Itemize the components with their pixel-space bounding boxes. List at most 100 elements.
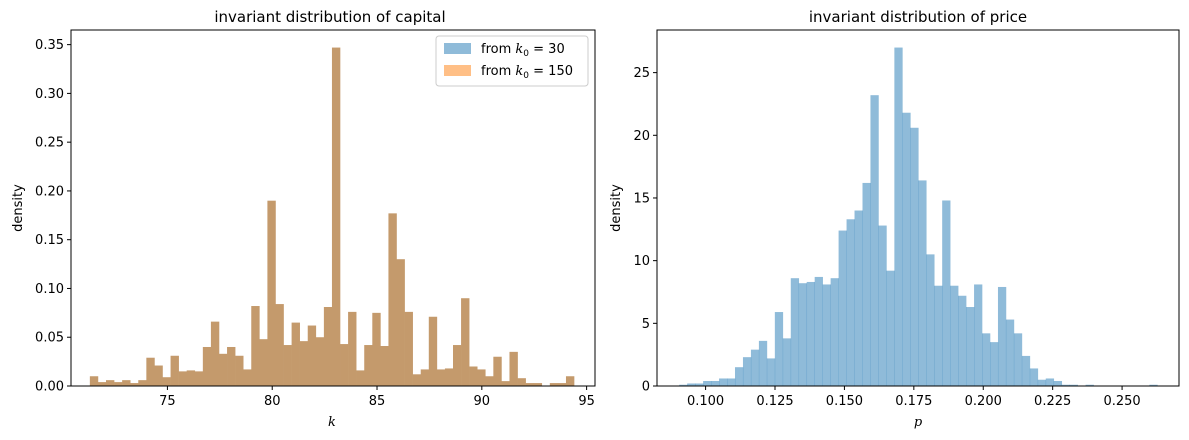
- capital-bar: [364, 345, 373, 386]
- price-bar: [878, 225, 887, 386]
- price-x-tick-label: 0.125: [756, 394, 793, 409]
- price-bar: [703, 380, 712, 386]
- price-y-tick-label: 15: [633, 191, 650, 206]
- capital-bar: [106, 380, 115, 386]
- legend-2-suffix: = 150: [529, 64, 573, 79]
- capital-bar: [420, 369, 430, 386]
- price-bar: [742, 357, 752, 386]
- capital-x-tick-label: 85: [369, 394, 386, 409]
- capital-bar: [565, 376, 575, 386]
- price-bar: [711, 380, 720, 386]
- capital-plot-title: invariant distribution of capital: [214, 8, 445, 26]
- capital-bar: [549, 383, 559, 386]
- price-bar: [974, 284, 983, 386]
- price-bar: [1029, 368, 1039, 386]
- capital-y-tick-label: 0.05: [35, 331, 64, 346]
- price-bar: [997, 286, 1007, 386]
- capital-y-tick-label: 0.20: [35, 184, 64, 199]
- price-bar: [950, 285, 959, 386]
- legend-label-series-2: from k0 = 150: [481, 64, 573, 81]
- capital-bar: [162, 377, 171, 386]
- price-bar: [942, 200, 951, 386]
- capital-bar: [517, 378, 526, 386]
- capital-bar: [243, 369, 252, 386]
- capital-bar: [267, 200, 276, 386]
- price-y-tick-label: 0: [642, 380, 650, 395]
- price-bar: [806, 281, 815, 386]
- price-x-tick-label: 0.100: [687, 394, 724, 409]
- price-bar: [982, 333, 991, 386]
- price-bar: [838, 230, 847, 386]
- price-plot-title: invariant distribution of price: [809, 8, 1027, 26]
- capital-bar: [170, 355, 179, 386]
- price-bar: [902, 112, 911, 386]
- capital-y-tick-label: 0.35: [35, 38, 64, 53]
- price-bar: [782, 338, 792, 386]
- price-y-tick-label: 25: [633, 66, 650, 81]
- capital-bar: [388, 213, 397, 386]
- capital-y-axis-label: density: [11, 184, 26, 232]
- price-x-tick-label: 0.200: [965, 394, 1002, 409]
- price-bar: [814, 276, 823, 386]
- capital-bar: [461, 298, 470, 386]
- capital-bar: [283, 345, 292, 386]
- capital-y-tick-label: 0.30: [35, 87, 64, 102]
- price-bar: [966, 307, 975, 386]
- capital-bar: [493, 356, 502, 386]
- price-bar: [734, 367, 744, 386]
- capital-bar: [525, 383, 534, 386]
- price-y-axis-label: density: [609, 184, 624, 232]
- capital-bar: [396, 259, 405, 386]
- capital-x-tick-label: 75: [159, 394, 176, 409]
- price-x-axis: 0.100 0.125 0.150 0.175 0.200 0.225 0.250: [687, 386, 1141, 409]
- price-bar: [679, 384, 688, 386]
- capital-bar: [122, 380, 131, 386]
- price-bar: [958, 295, 967, 386]
- capital-bar: [315, 337, 325, 386]
- legend-2-sub: 0: [523, 71, 529, 81]
- capital-bar: [194, 371, 204, 386]
- capital-bar: [178, 371, 187, 386]
- capital-y-tick-label: 0.00: [35, 380, 64, 395]
- capital-bar: [348, 311, 357, 386]
- capital-bar: [259, 339, 268, 386]
- price-bar: [822, 284, 831, 386]
- price-bar: [910, 127, 919, 387]
- capital-x-axis: 75 80 85 90 95: [159, 386, 595, 409]
- capital-bar: [202, 346, 212, 386]
- price-bar: [1021, 355, 1031, 386]
- price-bar: [758, 340, 768, 386]
- capital-bar: [453, 345, 462, 386]
- capital-bar: [380, 346, 389, 386]
- capital-bar: [291, 322, 300, 386]
- capital-bar: [218, 353, 228, 386]
- capital-x-tick-label: 80: [264, 394, 281, 409]
- price-bar: [830, 278, 839, 386]
- price-bars: [679, 47, 1158, 387]
- price-bar: [894, 47, 903, 387]
- capital-bar: [428, 316, 438, 386]
- capital-bar: [114, 382, 123, 386]
- legend-swatch-series-1: [444, 43, 471, 54]
- price-bar: [1013, 333, 1023, 386]
- price-x-tick-label: 0.225: [1034, 394, 1071, 409]
- capital-y-tick-label: 0.10: [35, 282, 64, 297]
- price-bar: [695, 383, 704, 386]
- capital-bar: [154, 365, 163, 386]
- price-bar: [918, 180, 927, 386]
- capital-bar: [372, 312, 381, 386]
- price-bar: [886, 270, 895, 386]
- capital-bar: [533, 383, 543, 386]
- price-bar: [926, 254, 935, 386]
- price-bar: [934, 285, 943, 386]
- capital-y-tick-label: 0.15: [35, 233, 64, 248]
- capital-bar: [477, 369, 486, 386]
- legend-2-var: k: [515, 64, 523, 79]
- capital-bar: [469, 366, 478, 386]
- price-x-tick-label: 0.150: [826, 394, 863, 409]
- price-bar: [1037, 379, 1047, 386]
- price-bar: [1085, 384, 1094, 386]
- price-x-tick-label: 0.175: [895, 394, 932, 409]
- legend-1-sub: 0: [523, 49, 529, 59]
